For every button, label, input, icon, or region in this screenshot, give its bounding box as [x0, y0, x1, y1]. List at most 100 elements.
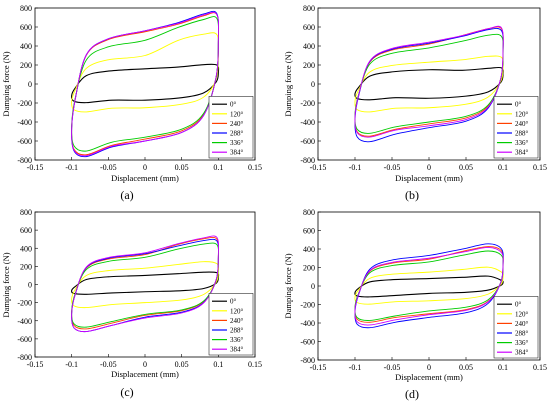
legend-label: 240° [515, 320, 529, 328]
x-tick-label: 0.05 [459, 363, 473, 372]
y-tick-label: 400 [20, 244, 32, 253]
series-loop-a-5 [71, 11, 220, 157]
x-tick-label: -0.1 [349, 363, 362, 372]
panel-b-legend: 0°120° 240° 288°336° 384° [493, 96, 539, 159]
series-loop-b-5 [354, 25, 504, 138]
x-tick-label: 0 [143, 163, 147, 172]
legend-label: 384° [515, 349, 529, 357]
legend-label: 384° [230, 346, 244, 354]
panel-c-y-label: Damping force (N) [1, 252, 11, 317]
y-tick-label: -800 [17, 353, 32, 362]
legend-label: 120° [515, 310, 529, 318]
legend-label: 336° [230, 139, 244, 147]
legend-label: 240° [230, 120, 244, 128]
x-tick-label: 0 [427, 163, 431, 172]
legend-box [208, 96, 254, 159]
y-tick-label: -600 [300, 338, 315, 347]
legend-label: 120° [230, 307, 244, 315]
y-tick-label: 400 [20, 42, 32, 51]
y-tick-label: 0 [28, 80, 32, 89]
x-tick-label: 0.15 [533, 363, 547, 372]
panel-a-y-ticks: -800 -600 -400 -200 0 200 400 600 800 [17, 4, 38, 165]
y-tick-label: -800 [17, 156, 32, 165]
legend-label: 120° [230, 110, 244, 118]
y-tick-label: 200 [303, 264, 315, 273]
y-tick-label: -200 [300, 99, 315, 108]
panel-c-curves [71, 235, 220, 333]
y-tick-label: -800 [300, 156, 315, 165]
panel-a-y-label: Damping force (N) [1, 51, 11, 116]
panel-a-curves [71, 10, 220, 158]
y-tick-label: 800 [303, 208, 315, 217]
legend-box [493, 296, 539, 359]
x-tick-label: 0.05 [175, 360, 189, 369]
panel-a: -0.15 -0.1 -0.05 0 0.05 0.1 0.15 -800-600-400-… [1, 4, 262, 202]
y-tick-label: -200 [17, 99, 32, 108]
panel-a-x-ticks: -0.15 -0.1 -0.05 0 0.05 0.1 0.15 [27, 157, 262, 172]
legend-label: 384° [515, 149, 529, 157]
series-loop-d-1 [354, 266, 504, 305]
x-tick-label: 0 [427, 363, 431, 372]
legend-label: 0° [515, 301, 522, 309]
y-tick-label: -200 [17, 299, 32, 308]
panel-d-x-ticks: -0.15 -0.1 -0.05 0 0.05 0.1 0.15 [310, 357, 547, 372]
legend-label: 336° [515, 139, 529, 147]
legend-label: 0° [230, 101, 237, 109]
y-tick-label: 400 [303, 42, 315, 51]
y-tick-label: -400 [17, 317, 32, 326]
y-tick-label: -400 [300, 319, 315, 328]
x-tick-label: -0.05 [100, 360, 117, 369]
panel-d-y-label: Damping force (N) [283, 253, 293, 318]
x-tick-label: -0.05 [384, 363, 401, 372]
panel-d-x-label: Displacement (mm) [395, 372, 463, 382]
panel-d: -0.15 -0.1 -0.05 0 0.05 0.1 0.15 -800 -600 -400 -… [283, 208, 547, 401]
legend-label: 240° [515, 120, 529, 128]
x-tick-label: 0.05 [459, 163, 473, 172]
legend-label: 336° [230, 336, 244, 344]
y-tick-label: 800 [20, 4, 32, 13]
x-tick-label: 0.1 [498, 163, 508, 172]
panel-b-y-ticks: -800 -600 -400 -200 0 200 400 600 800 [300, 4, 321, 165]
y-tick-label: -400 [300, 118, 315, 127]
series-loop-d-0 [354, 275, 504, 298]
y-tick-label: 0 [311, 80, 315, 89]
legend-label: 240° [230, 317, 244, 325]
legend-label: 288° [515, 330, 529, 338]
y-tick-label: -800 [300, 356, 315, 365]
x-tick-label: 0.1 [213, 360, 223, 369]
y-tick-label: 0 [28, 281, 32, 290]
panel-b-x-ticks: -0.15 -0.1 -0.05 0 0.05 0.1 0.15 [310, 157, 547, 172]
y-tick-label: 200 [20, 61, 32, 70]
panel-c-x-label: Displacement (mm) [111, 369, 179, 379]
panel-c: -0.15 -0.1 -0.05 0 0.05 0.1 0.15 -800-600-400-… [1, 208, 262, 399]
x-tick-label: -0.15 [27, 360, 44, 369]
panel-a-caption: (a) [120, 188, 133, 202]
legend-box [208, 293, 254, 356]
y-tick-label: -200 [300, 301, 315, 310]
panel-c-caption: (c) [120, 385, 133, 399]
y-tick-label: -600 [17, 335, 32, 344]
panel-d-curves [354, 243, 504, 329]
series-loop-c-1 [71, 261, 220, 309]
x-tick-label: -0.15 [310, 363, 327, 372]
y-tick-label: 600 [20, 226, 32, 235]
panel-d-caption: (d) [405, 387, 419, 401]
y-tick-label: 800 [303, 4, 315, 13]
legend-label: 288° [230, 130, 244, 138]
x-tick-label: -0.15 [27, 163, 44, 172]
panel-b-caption: (b) [405, 188, 419, 202]
y-tick-label: 0 [311, 282, 315, 291]
y-tick-label: 800 [20, 208, 32, 217]
panel-d-legend: 0°120° 240° 288°336° 384° [493, 296, 539, 359]
panel-c-y-ticks: -800 -600 -400 -200 0 200 400 600 800 [17, 208, 38, 362]
y-tick-label: 200 [20, 262, 32, 271]
panel-a-x-label: Displacement (mm) [111, 173, 179, 183]
x-tick-label: 0.1 [213, 163, 223, 172]
legend-label: 384° [230, 149, 244, 157]
x-tick-label: 0.1 [498, 363, 508, 372]
x-tick-label: -0.05 [384, 163, 401, 172]
x-tick-label: 0.05 [175, 163, 189, 172]
legend-label: 288° [515, 130, 529, 138]
x-tick-label: -0.05 [100, 163, 117, 172]
